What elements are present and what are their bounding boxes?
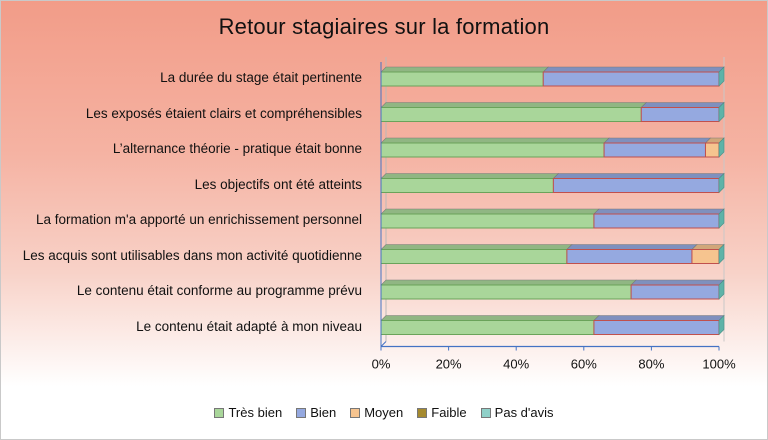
bar-side-4 [718, 208, 725, 229]
category-label: Les objectifs ont été atteints [194, 176, 362, 192]
bar-2-2 [704, 142, 720, 158]
bar-1-0 [380, 107, 642, 122]
legend-item: Moyen [350, 405, 403, 420]
bar-top-6-0 [380, 279, 637, 286]
bar-top-3-1 [552, 173, 725, 179]
chart-title: Retour stagiaires sur la formation [218, 14, 550, 39]
legend-swatch [296, 407, 307, 418]
x-tick-label: 60% [571, 357, 597, 372]
bar-7-0 [380, 320, 595, 335]
x-tick-label: 100% [702, 357, 736, 372]
legend-swatch [480, 407, 491, 418]
category-label: Les acquis sont utilisables dans mon act… [22, 247, 362, 263]
x-tick-label: 0% [372, 357, 391, 372]
x-tick-label: 80% [638, 357, 664, 372]
bar-6-1 [630, 284, 720, 300]
bar-2-1 [603, 142, 706, 158]
bar-side-1 [718, 101, 725, 123]
bar-7-1 [593, 320, 720, 335]
bar-top-4-0 [380, 208, 600, 215]
category-label: L’alternance théorie - pratique était bo… [112, 141, 362, 156]
x-tick-label: 20% [436, 357, 462, 372]
bar-4-0 [380, 213, 595, 229]
legend-label: Pas d'avis [494, 405, 554, 420]
legend-item: Bien [296, 405, 336, 420]
legend-item: Très bien [214, 405, 282, 420]
bar-top-1-1 [640, 102, 725, 108]
legend-label: Bien [310, 405, 337, 420]
bar-top-1-0 [380, 102, 647, 108]
legend-item: Faible [417, 405, 467, 420]
bar-top-2-1 [603, 137, 712, 144]
bar-top-4-1 [593, 208, 725, 215]
bar-4-1 [593, 213, 720, 229]
bar-2-0 [380, 142, 605, 158]
category-label: Les exposés étaient clairs et compréhens… [85, 105, 362, 121]
category-label: La durée du stage était pertinente [160, 70, 362, 85]
category-label: La formation m'a apporté un enrichisseme… [35, 212, 362, 227]
bar-side-0 [718, 66, 725, 87]
bar-top-5-2 [691, 244, 725, 250]
category-label: Le contenu était adapté à mon niveau [136, 318, 362, 334]
bar-5-2 [691, 249, 720, 264]
x-tick-label: 40% [503, 357, 529, 372]
legend-label: Faible [431, 405, 467, 420]
bar-0-1 [542, 71, 720, 87]
category-label: Le contenu était conforme au programme p… [76, 283, 362, 298]
legend: Très bien Bien Moyen Faible Pas d'avis [0, 405, 768, 420]
bar-5-0 [380, 249, 568, 264]
bar-top-5-1 [566, 244, 698, 250]
legend-label: Très bien [228, 405, 283, 420]
legend-swatch [350, 407, 361, 418]
bar-top-7-1 [593, 315, 725, 321]
bar-side-5 [718, 243, 725, 265]
legend-swatch [417, 407, 428, 418]
bar-top-3-0 [380, 173, 560, 179]
legend-item: Pas d'avis [480, 405, 554, 420]
bar-top-0-1 [542, 66, 725, 73]
bar-top-6-1 [630, 279, 725, 286]
bar-3-1 [552, 178, 720, 193]
bar-1-1 [640, 107, 720, 122]
bar-side-7 [718, 314, 725, 336]
bar-3-0 [380, 178, 554, 193]
bar-top-2-0 [380, 137, 610, 144]
bar-side-6 [718, 279, 725, 300]
bar-side-2 [718, 137, 725, 158]
legend-label: Moyen [364, 405, 404, 420]
bar-top-5-0 [380, 244, 573, 250]
bar-side-3 [718, 172, 725, 194]
legend-swatch [214, 407, 225, 418]
x-axis-depth [380, 341, 387, 347]
bar-0-0 [380, 71, 544, 87]
bar-top-0-0 [380, 66, 549, 73]
bar-top-7-0 [380, 315, 600, 321]
bar-5-1 [566, 249, 693, 264]
bar-6-0 [380, 284, 632, 300]
